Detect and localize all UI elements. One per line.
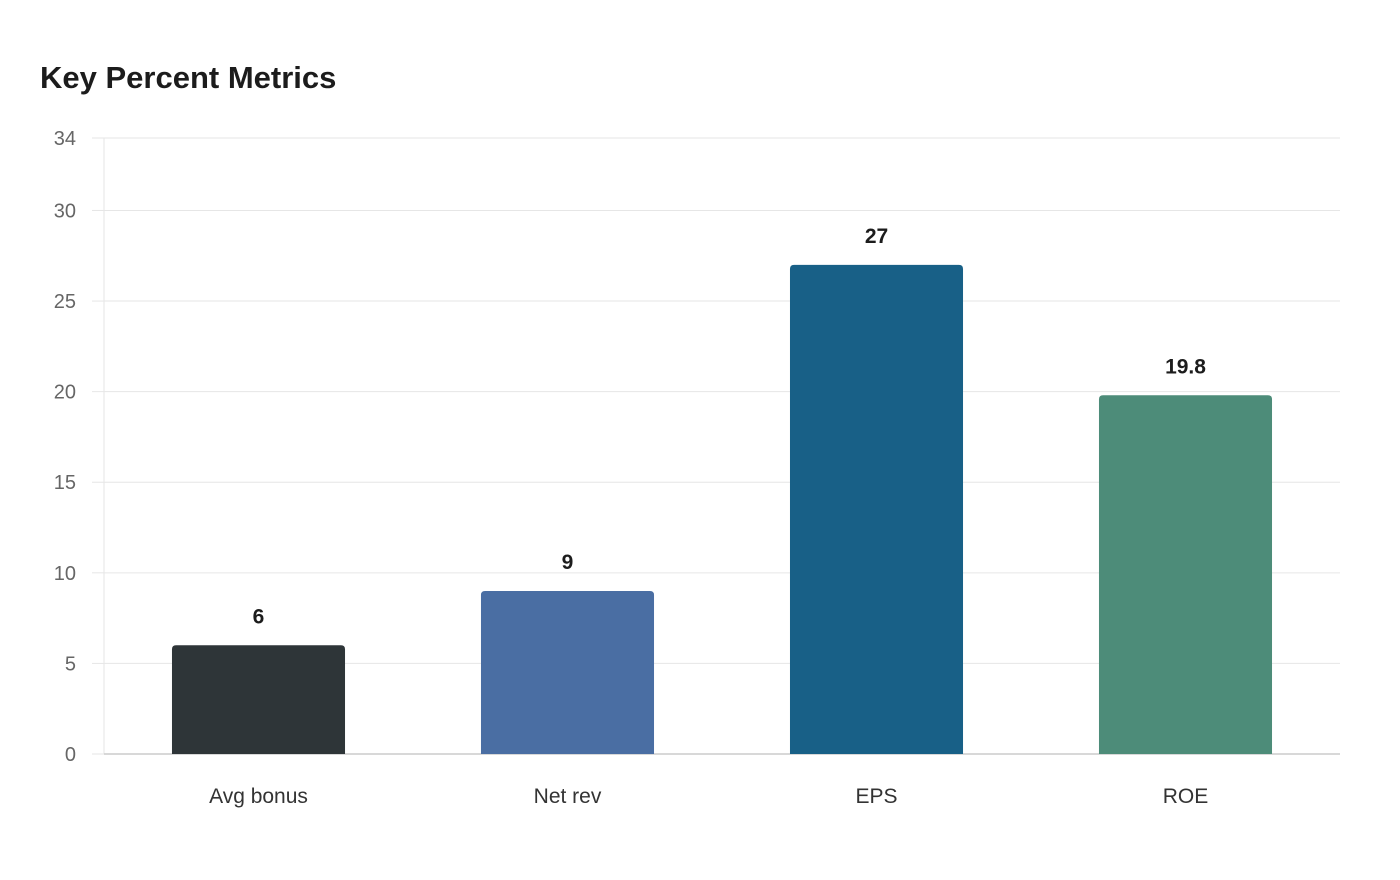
y-tick-label: 30 [54, 200, 76, 222]
data-label: 9 [562, 551, 574, 574]
y-tick-label: 34 [54, 128, 76, 150]
labels: 0 5 10 15 20 25 30 34 6 Avg bonus 9 Net rev 27 EPS 19.… [54, 128, 1209, 808]
x-tick-label: Net rev [534, 785, 602, 808]
y-tick-label: 10 [54, 563, 76, 585]
y-tick-label: 15 [54, 472, 76, 494]
bars [171, 264, 1273, 754]
y-tick-label: 20 [54, 382, 76, 404]
x-tick-label: ROE [1163, 785, 1209, 808]
x-tick-label: Avg bonus [209, 785, 308, 808]
bar-roe [1098, 395, 1273, 754]
y-tick-label: 0 [65, 744, 76, 766]
bar-net-rev [480, 590, 655, 754]
y-tick-label: 5 [65, 653, 76, 675]
bar-avg-bonus [171, 645, 346, 754]
x-tick-label: EPS [855, 785, 897, 808]
chart-title: Key Percent Metrics [40, 60, 337, 95]
data-label: 19.8 [1165, 355, 1206, 378]
data-label: 27 [865, 225, 888, 248]
bar-eps [789, 264, 964, 754]
y-tick-label: 25 [54, 291, 76, 313]
data-label: 6 [253, 605, 265, 628]
